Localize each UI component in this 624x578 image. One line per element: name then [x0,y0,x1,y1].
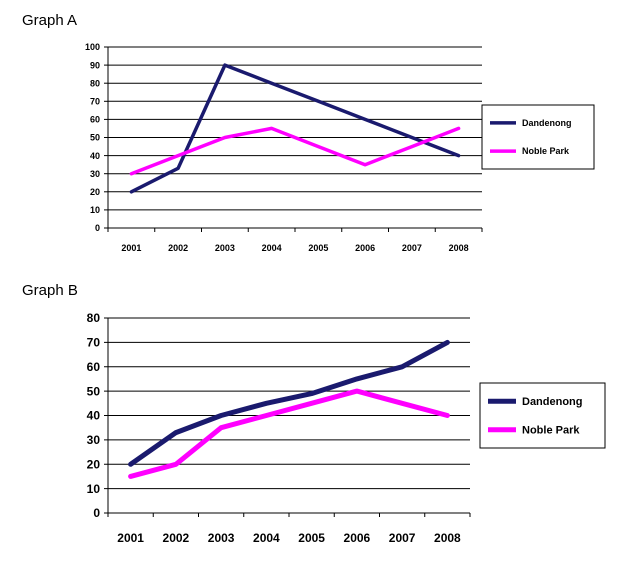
y-tick-label: 10 [90,205,100,215]
x-tick-label: 2007 [402,243,422,253]
graph-a-title: Graph A [22,12,77,29]
y-tick-label: 0 [95,223,100,233]
graph-b-title: Graph B [22,282,78,299]
legend-label: Dandenong [522,118,572,128]
x-tick-label: 2003 [208,531,235,545]
x-tick-label: 2005 [298,531,325,545]
y-tick-label: 70 [87,336,101,350]
y-tick-label: 10 [87,482,101,496]
y-tick-label: 20 [90,187,100,197]
x-tick-label: 2006 [355,243,375,253]
legend-label: Noble Park [522,425,580,437]
x-tick-label: 2002 [163,531,190,545]
graph-b: Graph B 0 10 20 30 40 50 60 70 80 2001 2002 2003 200… [22,282,606,545]
y-tick-label: 30 [87,433,101,447]
y-tick-label: 40 [90,151,100,161]
series-line-dandenong [128,339,450,467]
y-tick-label: 50 [90,133,100,143]
legend-label: Dandenong [522,396,583,408]
x-tick-label: 2007 [389,531,416,545]
x-tick-label: 2004 [253,531,280,545]
x-tick-label: 2004 [262,243,282,253]
y-tick-label: 20 [87,457,101,471]
y-tick-label: 40 [87,409,101,423]
legend-label: Noble Park [522,146,570,156]
y-tick-label: 80 [87,311,101,325]
x-tick-label: 2003 [215,243,235,253]
y-tick-label: 60 [90,115,100,125]
y-tick-label: 30 [90,169,100,179]
y-tick-label: 0 [93,506,100,520]
legend-box [481,104,595,170]
y-tick-label: 100 [85,42,100,52]
x-tick-label: 2008 [449,243,469,253]
y-tick-label: 50 [87,384,101,398]
y-tick-label: 70 [90,96,100,106]
graph-a: Graph A 0 10 20 30 40 50 60 70 80 90 100 2001 2002 20… [22,12,595,253]
y-tick-label: 80 [90,78,100,88]
x-tick-label: 2001 [121,243,141,253]
legend-box [479,382,606,449]
series-line-noble-park [129,126,461,176]
x-tick-label: 2008 [434,531,461,545]
y-tick-label: 90 [90,60,100,70]
x-tick-label: 2006 [344,531,371,545]
series-line-noble-park [128,388,450,479]
y-tick-label: 60 [87,360,101,374]
x-tick-label: 2001 [117,531,144,545]
series-line-dandenong [129,63,461,194]
x-tick-label: 2005 [308,243,328,253]
x-tick-label: 2002 [168,243,188,253]
